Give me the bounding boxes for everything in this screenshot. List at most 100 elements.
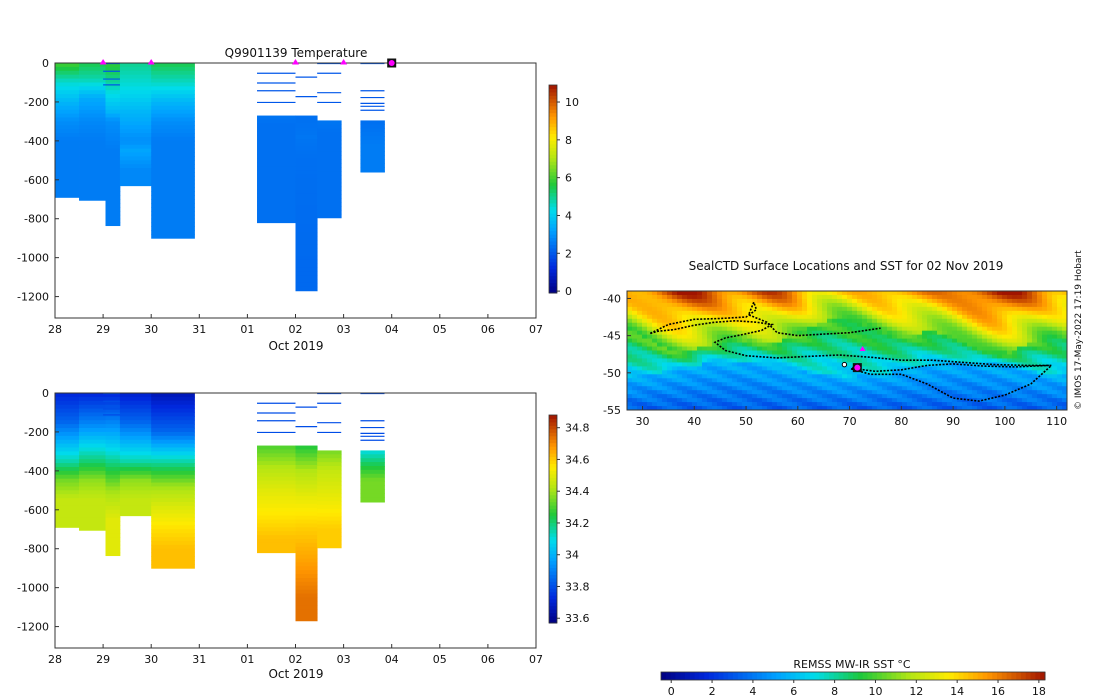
sst-cell [962, 350, 968, 355]
colorbar-segment [549, 605, 557, 610]
sst-cell [817, 350, 823, 355]
profile-cell [257, 216, 296, 222]
colorbar-tick-label: 0 [565, 285, 572, 298]
sst-cell [757, 342, 763, 347]
sst-cell [792, 398, 798, 403]
sst-cell [782, 386, 788, 391]
profile-cell [295, 531, 318, 536]
profile-cell [55, 521, 80, 526]
sst-cell [802, 338, 808, 343]
sst-cell [762, 342, 768, 347]
sst-cell [657, 398, 663, 403]
profile-cell [295, 119, 318, 124]
sst-cell [752, 322, 758, 328]
sst-cell [977, 326, 983, 332]
sst-cell [872, 406, 878, 410]
sst-cell [932, 370, 938, 375]
sst-cell [957, 310, 963, 316]
sst-cell [687, 298, 693, 304]
sst-cell [772, 330, 778, 336]
profile-cell [151, 490, 195, 495]
profile-cell [151, 78, 195, 83]
sst-cell [842, 354, 848, 359]
sst-cell [717, 326, 723, 332]
y-tick-label: -400 [24, 135, 49, 148]
sst-cell [1007, 386, 1013, 391]
sst-cell [932, 350, 938, 355]
sst-cell [812, 314, 818, 320]
profile-cell [55, 129, 80, 134]
sst-cell [997, 390, 1003, 395]
sst-cell [967, 354, 973, 359]
colorbar-segment [549, 505, 557, 510]
sst-cell [712, 390, 718, 395]
sst-cell [852, 294, 858, 300]
colorbar-segment [549, 168, 557, 173]
colorbar-segment [549, 432, 557, 437]
sst-cell [947, 322, 953, 328]
sst-cell [667, 294, 673, 300]
sst-cell [632, 306, 638, 312]
sst-cell [1062, 338, 1067, 343]
sst-cell [862, 406, 868, 410]
sst-cell [1047, 294, 1053, 300]
sst-cell [902, 382, 908, 387]
sst-colorbar: REMSS MW-IR SST °C 0 2 4 6 8 10 12 14 16 18 [660, 658, 1046, 698]
sst-cell [812, 354, 818, 359]
profile-cell [317, 139, 342, 145]
sst-cell [1027, 346, 1033, 351]
sst-cell [637, 330, 643, 336]
sst-cell [747, 306, 753, 312]
profile-cell [317, 485, 342, 490]
sst-cell [912, 326, 918, 332]
profile-cell [151, 94, 195, 99]
sst-cell [957, 342, 963, 347]
sst-colorbar-segment [1021, 672, 1027, 680]
sst-cell [797, 342, 803, 347]
sst-cell [932, 310, 938, 316]
sst-cell [882, 334, 888, 339]
profile-cell [360, 477, 385, 483]
sst-cell [687, 306, 693, 312]
sst-cell [977, 398, 983, 403]
sst-cell [752, 314, 758, 320]
profile-cell [105, 404, 121, 410]
profile-cell [151, 439, 195, 445]
sst-cell [952, 358, 958, 363]
sst-cell [702, 402, 708, 407]
sst-cell [657, 394, 663, 399]
profile-cell [151, 412, 195, 417]
sst-cell [722, 374, 728, 379]
profile-cell [55, 191, 80, 196]
sst-cell [917, 338, 923, 343]
profile-cell [105, 435, 121, 441]
sst-cell [1032, 370, 1038, 375]
profile-cell [295, 220, 318, 226]
sst-cell [1002, 390, 1008, 395]
sst-cell [1012, 291, 1018, 296]
sst-cell [1002, 398, 1008, 403]
x-tick-label: 03 [337, 323, 351, 336]
sst-cell [632, 294, 638, 300]
sst-cell [942, 370, 948, 375]
sst-cell [702, 306, 708, 312]
sst-cell [757, 390, 763, 395]
sst-cell [797, 406, 803, 410]
sst-cell [922, 374, 928, 379]
sst-cell [787, 294, 793, 300]
sst-cell [887, 390, 893, 395]
sst-cell [1002, 386, 1008, 391]
sst-cell [697, 370, 703, 375]
profile-cell [257, 185, 296, 191]
colorbar-segment [549, 515, 557, 520]
sst-cell [987, 366, 993, 371]
sst-cell [697, 382, 703, 387]
sst-cell [697, 406, 703, 410]
profile-cell [55, 490, 80, 495]
sst-cell [662, 310, 668, 316]
sst-cell [772, 402, 778, 407]
sst-cell [997, 406, 1003, 410]
sst-cell [1002, 354, 1008, 359]
sst-cell [962, 382, 968, 387]
sst-cell [982, 378, 988, 383]
